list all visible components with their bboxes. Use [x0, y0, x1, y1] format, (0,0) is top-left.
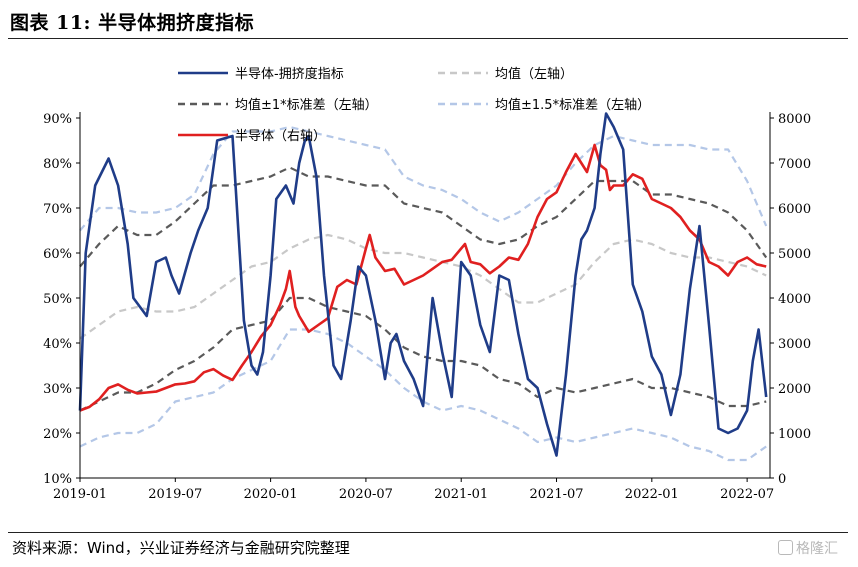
y-left-tick-label: 90% — [43, 112, 72, 127]
y-right-tick-label: 7000 — [778, 157, 811, 172]
watermark-text: 格隆汇 — [796, 541, 838, 557]
y-right-tick-label: 3000 — [778, 337, 811, 352]
source-divider — [8, 532, 848, 533]
y-left-tick-label: 40% — [43, 337, 72, 352]
series-line-1 — [79, 233, 767, 340]
x-tick-label: 2020-07 — [339, 487, 393, 502]
series-line-0 — [78, 112, 768, 457]
axes-layer: 10% 20% 30% 40% 50% 60% 70% 80% 90% 0 1000 2000 3000… — [43, 112, 811, 502]
y-right-tick-label: 8000 — [778, 112, 811, 127]
series-line-4 — [79, 143, 767, 412]
y-left-tick-label: 20% — [43, 427, 72, 442]
x-tick-label: 2019-01 — [53, 487, 107, 502]
series-line-3-lower — [79, 328, 767, 462]
x-tick-label: 2022-07 — [720, 487, 774, 502]
y-right-tick-label: 2000 — [778, 382, 811, 397]
y-right-tick-label: 4000 — [778, 292, 811, 307]
y-left-tick-label: 80% — [43, 157, 72, 172]
watermark-logo-icon — [778, 540, 793, 555]
y-right-tick-label: 5000 — [778, 247, 811, 262]
legend: 半导体-拥挤度指标 均值（左轴） 均值±1*标准差（左轴） 均值±1.5*标准差（左轴… — [178, 66, 650, 144]
x-tick-label: 2020-01 — [244, 487, 298, 502]
legend-label: 均值±1*标准差（左轴） — [235, 97, 378, 113]
x-tick-label: 2019-07 — [148, 487, 202, 502]
y-right-tick-label: 6000 — [778, 202, 811, 217]
source-note: 资料来源：Wind，兴业证券经济与金融研究院整理 — [12, 539, 350, 557]
legend-label: 半导体（右轴） — [235, 129, 326, 144]
y-right-tick-label: 1000 — [778, 427, 811, 442]
series-layer — [78, 112, 768, 462]
legend-label: 半导体-拥挤度指标 — [235, 66, 344, 82]
y-right-tick-label: 0 — [778, 472, 786, 487]
title-divider — [8, 38, 848, 39]
y-left-tick-label: 10% — [43, 472, 72, 487]
series-line-2-upper — [79, 166, 768, 268]
y-left-tick-label: 30% — [43, 382, 72, 397]
y-left-tick-label: 70% — [43, 202, 72, 217]
legend-label: 均值（左轴） — [495, 66, 573, 82]
legend-label: 均值±1.5*标准差（左轴） — [495, 97, 650, 113]
watermark: 格隆汇 — [778, 538, 838, 558]
chart-title: 图表 11: 半导体拥挤度指标 — [10, 12, 255, 34]
series-line-2-lower — [79, 296, 767, 412]
x-tick-label: 2021-01 — [434, 487, 488, 502]
y-left-tick-label: 50% — [43, 292, 72, 307]
series-line-3-upper — [79, 125, 768, 232]
y-left-tick-label: 60% — [43, 247, 72, 262]
x-tick-label: 2022-01 — [625, 487, 679, 502]
x-tick-label: 2021-07 — [530, 487, 584, 502]
